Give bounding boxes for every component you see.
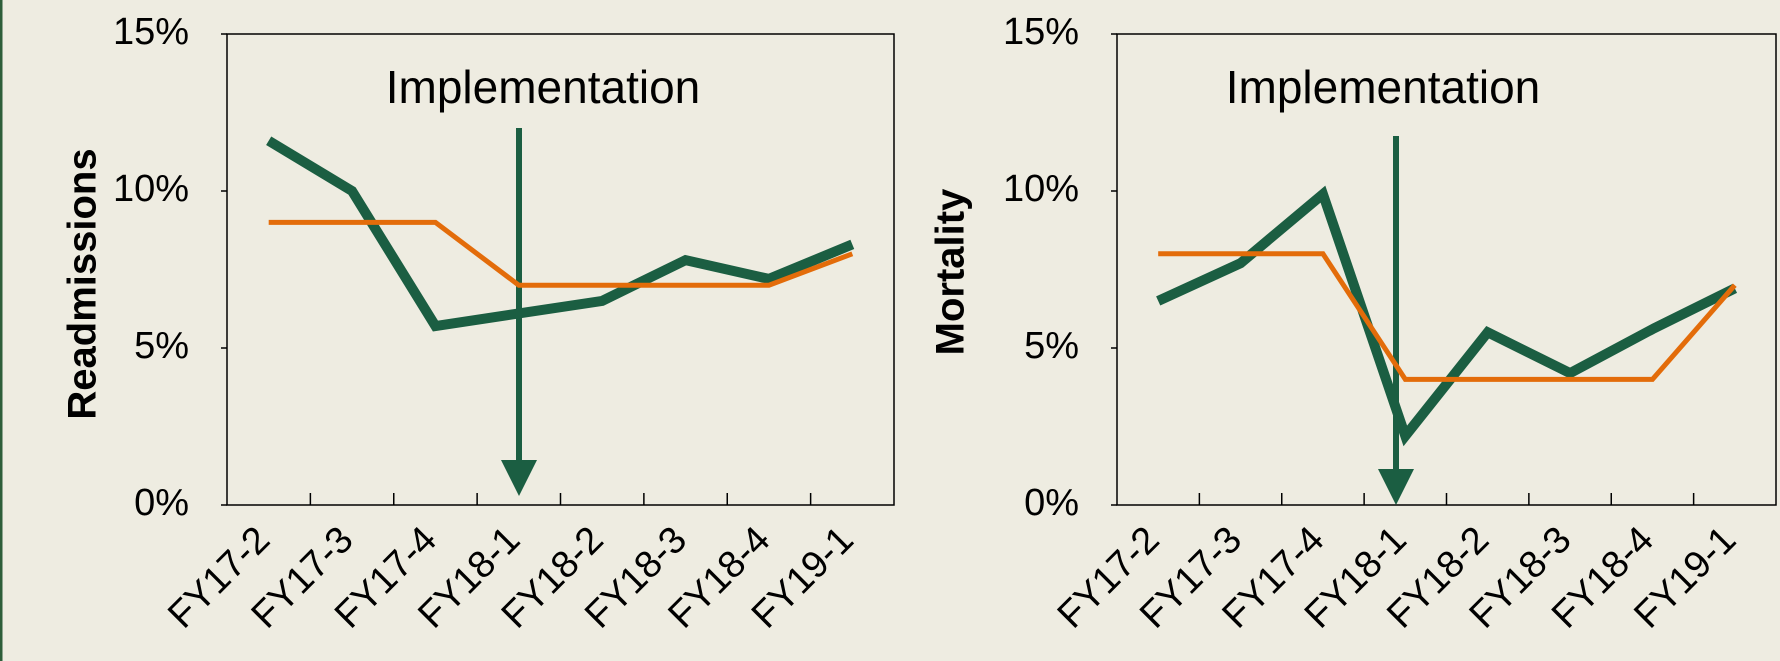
series-line (266, 136, 855, 332)
series-line (268, 219, 854, 288)
y-tick-label: 10% (1003, 168, 1079, 210)
y-tick-label: 15% (113, 11, 189, 53)
y-tick-label: 15% (1003, 11, 1079, 53)
y-axis-title: Readmissions (61, 148, 105, 419)
annotation: Implementation (386, 61, 701, 113)
y-tick-label: 5% (1024, 325, 1079, 367)
y-axis-title: Mortality (929, 188, 973, 355)
annotation: Implementation (1226, 61, 1541, 113)
y-tick-label: 5% (134, 325, 189, 367)
y-tick-label: 0% (134, 482, 189, 524)
y-tick-label: 0% (1024, 482, 1079, 524)
y-tick-label: 10% (113, 168, 189, 210)
series-line (1158, 251, 1737, 382)
